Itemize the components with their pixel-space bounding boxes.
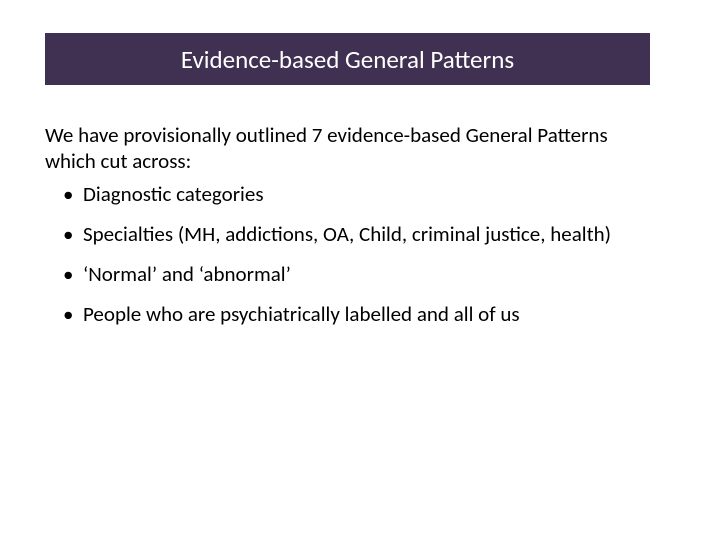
bullet-text: Specialties (MH, addictions, OA, Child, … (83, 221, 611, 247)
content-area: We have provisionally outlined 7 evidenc… (45, 122, 650, 342)
list-item: People who are psychiatrically labelled … (45, 301, 650, 327)
bullet-text: Diagnostic categories (83, 181, 264, 207)
bullet-text: ‘Normal’ and ‘abnormal’ (83, 261, 291, 287)
list-item: Specialties (MH, addictions, OA, Child, … (45, 221, 650, 247)
list-item: ‘Normal’ and ‘abnormal’ (45, 261, 650, 287)
list-item: Diagnostic categories (45, 181, 650, 207)
slide-title: Evidence-based General Patterns (181, 44, 514, 75)
bullet-list: Diagnostic categories Specialties (MH, a… (45, 181, 650, 328)
intro-paragraph: We have provisionally outlined 7 evidenc… (45, 122, 650, 175)
title-bar: Evidence-based General Patterns (45, 33, 650, 85)
bullet-text: People who are psychiatrically labelled … (83, 301, 520, 327)
